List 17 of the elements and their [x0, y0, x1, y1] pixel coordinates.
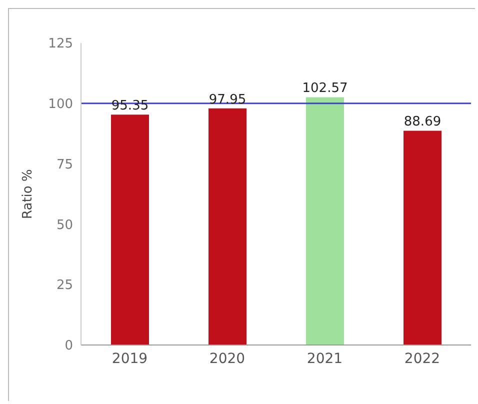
- x-tick-label: 2022: [404, 350, 440, 367]
- bar: [404, 130, 442, 345]
- x-tick-label: 2020: [209, 350, 246, 367]
- y-tick-label: 0: [64, 338, 73, 354]
- y-tick-label: 75: [56, 157, 73, 172]
- bar: [306, 97, 344, 345]
- x-tick-label: 2019: [112, 350, 148, 367]
- data-label: 88.69: [404, 114, 442, 130]
- x-tick-label: 2021: [306, 350, 343, 367]
- y-tick-label: 125: [48, 36, 73, 52]
- y-tick-label: 100: [48, 97, 73, 112]
- bar: [208, 108, 246, 345]
- y-axis-title: Ratio %: [20, 169, 36, 219]
- y-tick-label: 50: [56, 218, 73, 233]
- data-label: 102.57: [302, 81, 348, 96]
- y-tick-label: 25: [56, 278, 73, 294]
- bar: [111, 114, 149, 345]
